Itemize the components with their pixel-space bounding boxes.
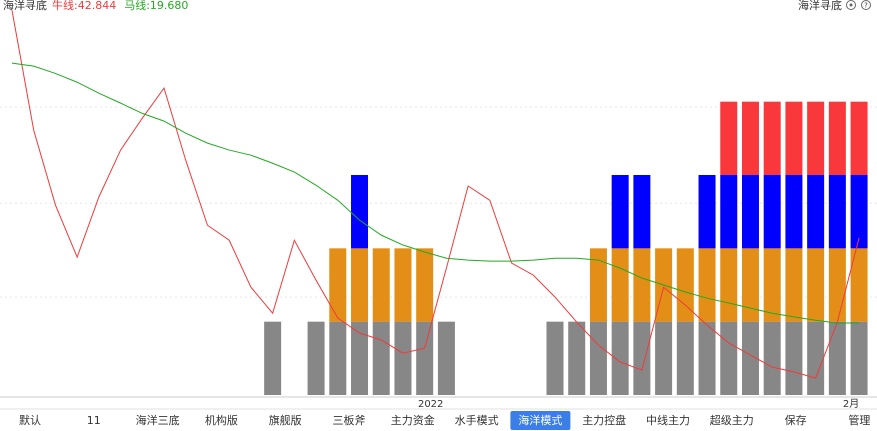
bar: [720, 248, 738, 322]
bar: [611, 321, 629, 395]
bar: [611, 175, 629, 249]
bar: [329, 321, 347, 395]
bar: [546, 321, 564, 395]
bar: [589, 248, 607, 322]
legend-entry: 牛线:42.844: [52, 0, 116, 12]
bar: [807, 101, 825, 175]
bar: [372, 321, 390, 395]
tab[interactable]: 超级主力: [710, 413, 754, 427]
tab[interactable]: 管理: [848, 413, 870, 427]
tab[interactable]: 主力控盘: [582, 413, 626, 427]
bar: [741, 248, 759, 322]
x-tick-label: 2022: [418, 399, 443, 410]
bar: [351, 321, 369, 395]
bar: [698, 175, 716, 249]
tab[interactable]: 保存: [785, 413, 807, 427]
bar: [741, 101, 759, 175]
bar: [394, 248, 412, 322]
tab-selected[interactable]: 海洋模式: [518, 413, 562, 427]
bar: [850, 175, 868, 249]
line-0: [11, 10, 860, 379]
bar: [785, 321, 803, 395]
bar: [807, 321, 825, 395]
bar: [763, 101, 781, 175]
bar: [741, 321, 759, 395]
bar: [329, 248, 347, 322]
bar: [633, 175, 651, 249]
bar: [633, 248, 651, 322]
tab[interactable]: 三板斧: [333, 413, 366, 427]
bar: [720, 101, 738, 175]
bar: [264, 321, 282, 395]
bar: [307, 321, 325, 395]
tab[interactable]: 水手模式: [455, 413, 499, 427]
bar: [351, 248, 369, 322]
bar: [850, 248, 868, 322]
tab[interactable]: 机构版: [205, 413, 238, 427]
bar: [785, 175, 803, 249]
bar: [785, 101, 803, 175]
bar: [655, 321, 673, 395]
tab[interactable]: 11: [87, 414, 101, 427]
legend-entry: 马线:19.680: [124, 0, 188, 12]
tab[interactable]: 海洋三底: [136, 413, 180, 427]
bar: [568, 321, 586, 395]
settings-icon[interactable]: [846, 0, 856, 10]
bar: [828, 248, 846, 322]
help-icon[interactable]: [861, 0, 871, 10]
bar: [416, 248, 434, 322]
bar: [741, 175, 759, 249]
help-icon-mark: ?: [864, 2, 868, 10]
bar: [698, 248, 716, 322]
bar: [633, 321, 651, 395]
bar: [611, 248, 629, 322]
bar: [763, 248, 781, 322]
bar: [676, 321, 694, 395]
bar: [351, 175, 369, 249]
x-tick-label: 2月: [843, 398, 859, 410]
chart-title: 海洋寻底: [3, 0, 47, 12]
bar: [763, 321, 781, 395]
bar: [416, 321, 434, 395]
bar: [828, 175, 846, 249]
tab[interactable]: 主力资金: [391, 413, 435, 427]
bar: [763, 175, 781, 249]
bar: [698, 321, 716, 395]
bar: [720, 175, 738, 249]
bar: [372, 248, 390, 322]
bar: [850, 101, 868, 175]
tab[interactable]: 旗舰版: [269, 413, 302, 427]
bar: [850, 321, 868, 395]
bar: [807, 248, 825, 322]
bar: [589, 321, 607, 395]
tab[interactable]: 默认: [19, 414, 41, 427]
tab-selected-bg: [510, 411, 571, 430]
bar: [437, 321, 455, 395]
settings-icon-dot: [849, 3, 853, 7]
bar: [807, 175, 825, 249]
bar: [828, 321, 846, 395]
chart-title-right: 海洋寻底: [798, 0, 842, 12]
tab-bar: [0, 409, 877, 431]
tab[interactable]: 中线主力: [646, 413, 690, 427]
line-1: [11, 62, 860, 324]
bar: [720, 321, 738, 395]
bar: [394, 321, 412, 395]
bar: [828, 101, 846, 175]
bar: [785, 248, 803, 322]
bar: [676, 248, 694, 322]
